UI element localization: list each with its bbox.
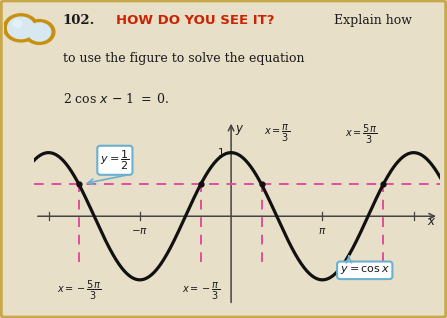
Circle shape [13,20,22,27]
Text: $x = \dfrac{5\pi}{3}$: $x = \dfrac{5\pi}{3}$ [345,123,377,146]
Text: $x = -\dfrac{5\pi}{3}$: $x = -\dfrac{5\pi}{3}$ [57,279,101,302]
Circle shape [8,17,34,38]
Text: 102.: 102. [63,14,95,27]
Text: 2 cos $x$ $-$ 1 $=$ 0.: 2 cos $x$ $-$ 1 $=$ 0. [63,92,169,106]
Circle shape [28,23,51,41]
Text: $\pi$: $\pi$ [318,226,327,236]
Text: $y = \dfrac{1}{2}$: $y = \dfrac{1}{2}$ [100,149,130,172]
Text: $x$: $x$ [426,216,436,228]
Text: to use the figure to solve the equation: to use the figure to solve the equation [63,52,304,65]
Text: HOW DO YOU SEE IT?: HOW DO YOU SEE IT? [116,14,275,27]
Circle shape [4,14,38,42]
Text: $y$: $y$ [235,123,244,137]
Text: $x = -\dfrac{\pi}{3}$: $x = -\dfrac{\pi}{3}$ [181,281,220,302]
Text: Explain how: Explain how [326,14,412,27]
Text: 1: 1 [218,148,225,158]
Text: $y = \cos x$: $y = \cos x$ [340,264,390,276]
Text: $x = \dfrac{\pi}{3}$: $x = \dfrac{\pi}{3}$ [265,123,291,144]
Text: $-\pi$: $-\pi$ [131,226,148,236]
Circle shape [24,20,55,45]
